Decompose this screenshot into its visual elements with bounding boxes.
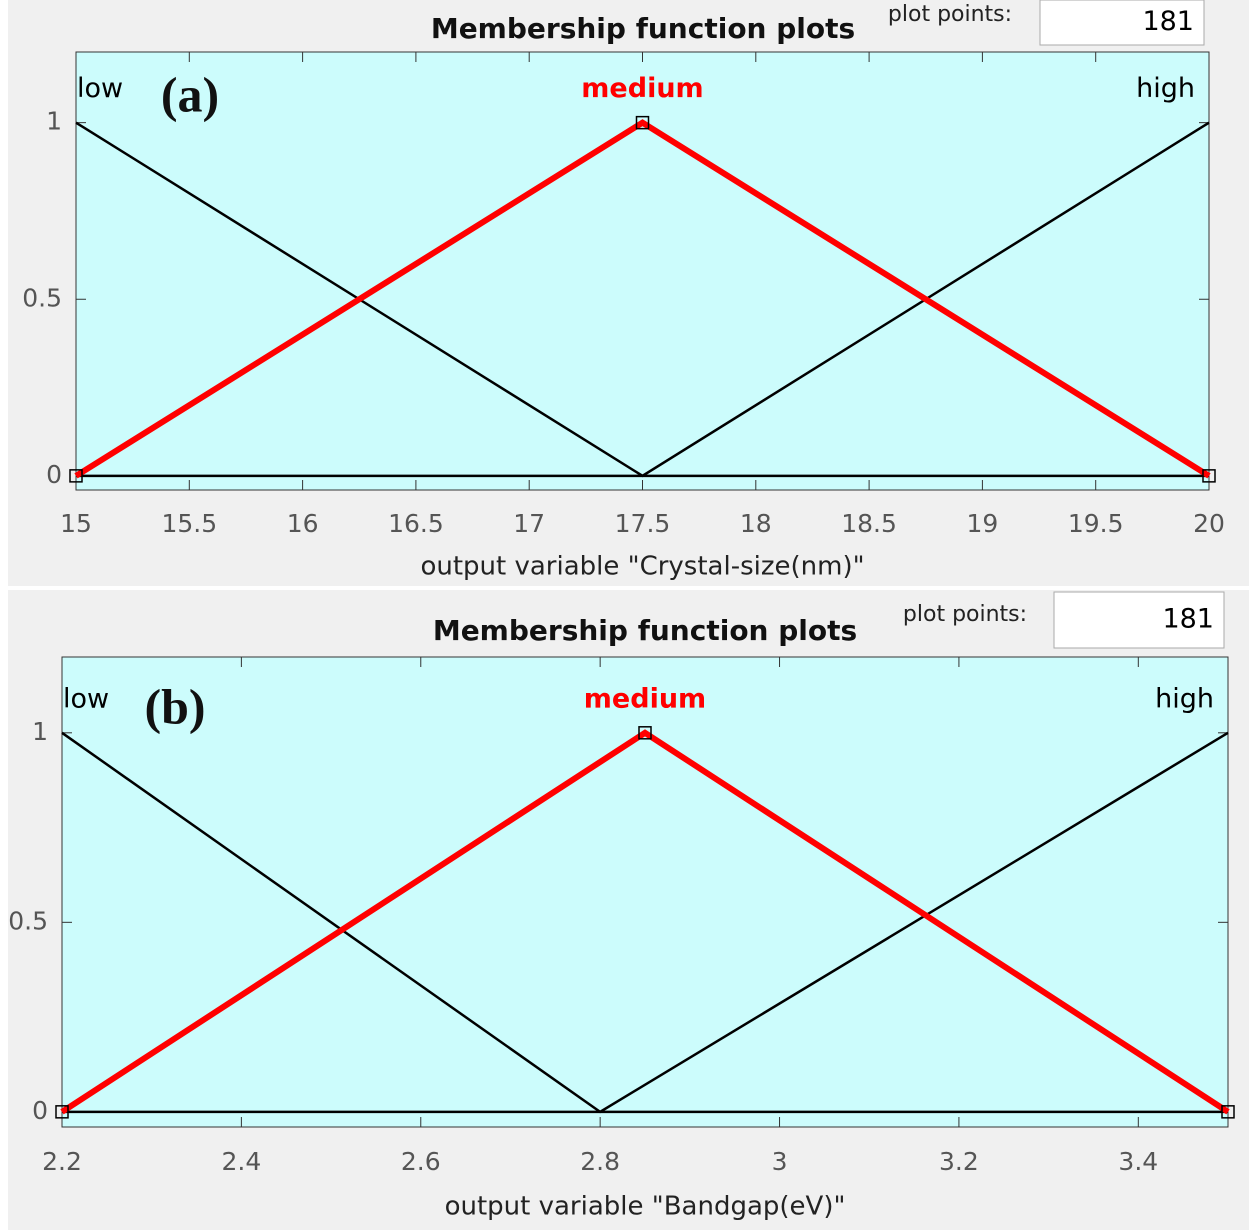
x-tick-label: 2.4	[222, 1147, 262, 1176]
x-axis-label: output variable "Crystal-size(nm)"	[420, 552, 864, 582]
x-tick-label: 19	[966, 509, 998, 538]
panel-label: (b)	[144, 678, 205, 734]
mf-name: high	[1155, 683, 1214, 714]
membership-line	[62, 731, 1229, 1114]
x-tick-label: 3.4	[1118, 1147, 1158, 1176]
vertex-marker	[635, 115, 650, 130]
chart-title: Membership function plots	[431, 12, 855, 45]
y-tick-label: 1	[46, 107, 62, 136]
x-axis-label: output variable "Bandgap(eV)"	[445, 1192, 846, 1222]
mf-name: low	[63, 683, 109, 714]
vertex-marker	[1202, 469, 1216, 483]
y-tick-label: 1	[32, 717, 48, 746]
x-tick-label: 3	[772, 1147, 788, 1176]
plot-points-input[interactable]	[1039, 0, 1205, 46]
panel-label: (a)	[161, 66, 219, 122]
plot-points-input[interactable]	[1053, 591, 1225, 649]
mf-name: medium	[584, 683, 706, 714]
x-tick-label: 18.5	[841, 509, 897, 538]
membership-line	[60, 729, 1230, 1115]
vertex-marker	[1221, 1105, 1235, 1119]
membership-line	[74, 119, 1211, 479]
y-tick-label: 0	[32, 1096, 48, 1125]
x-tick-label: 16	[287, 509, 319, 538]
plot-area	[75, 51, 1210, 491]
x-tick-label: 18	[740, 509, 772, 538]
y-tick-label: 0	[46, 460, 62, 489]
x-tick-label: 16.5	[388, 509, 444, 538]
plot-points-label: plot points:	[888, 2, 1012, 27]
x-tick-label: 17	[513, 509, 545, 538]
plot-points-label: plot points:	[903, 602, 1027, 627]
x-tick-label: 2.2	[42, 1147, 82, 1176]
y-tick-label: 0.5	[22, 283, 62, 312]
vertex-marker	[638, 726, 652, 740]
x-tick-label: 20	[1193, 509, 1225, 538]
x-tick-label: 3.2	[939, 1147, 979, 1176]
x-tick-label: 2.8	[580, 1147, 620, 1176]
mf-name: medium	[581, 73, 703, 104]
x-tick-label: 2.6	[401, 1147, 441, 1176]
vertex-marker	[69, 469, 83, 483]
plot-points-value: 181	[1162, 604, 1214, 635]
x-tick-label: 15.5	[161, 509, 217, 538]
plot-points-value: 181	[1142, 6, 1194, 37]
x-tick-label: 15	[60, 509, 92, 538]
mf-name: high	[1136, 73, 1195, 104]
chart-title: Membership function plots	[433, 614, 857, 647]
x-tick-label: 19.5	[1068, 509, 1124, 538]
mf-name: low	[77, 73, 123, 104]
x-tick-label: 17.5	[615, 509, 671, 538]
y-tick-label: 0.5	[8, 906, 48, 935]
vertex-marker	[55, 1105, 69, 1119]
membership-line	[76, 121, 1210, 478]
